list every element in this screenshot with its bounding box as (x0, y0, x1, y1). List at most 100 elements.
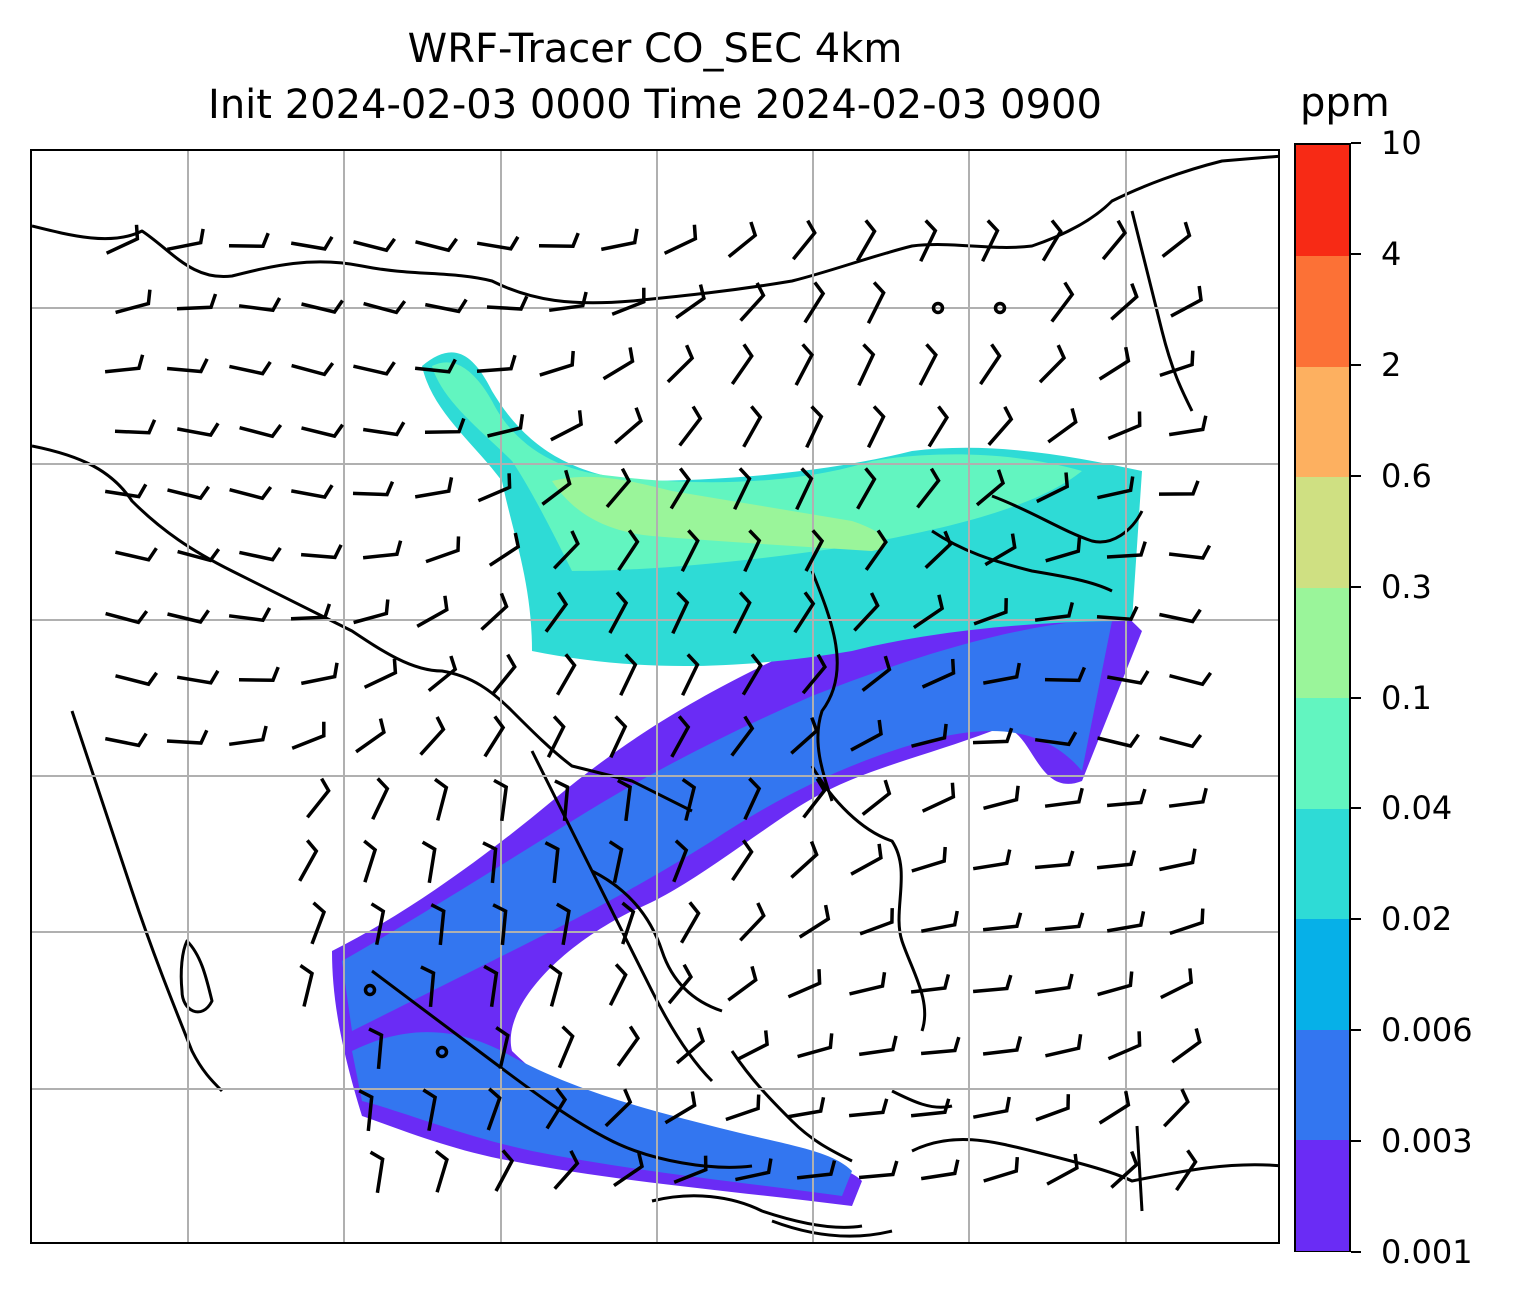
wind-barb (1162, 1088, 1190, 1128)
wind-barb (486, 295, 529, 311)
wind-barb (857, 343, 876, 387)
wind-barb (975, 469, 1006, 507)
wind-barb (858, 1035, 898, 1057)
wind-barb (730, 343, 754, 385)
wind-barb (666, 344, 695, 384)
wind-barb (114, 419, 157, 435)
wind-barb (672, 839, 689, 883)
wind-barb (290, 235, 334, 251)
wind-barb (482, 841, 498, 884)
wind-barb (299, 964, 314, 1007)
wind-barb (619, 653, 638, 697)
wind-barb (291, 362, 335, 377)
wind-barb (548, 291, 588, 313)
wind-barb (675, 1027, 706, 1065)
wind-barb (1044, 787, 1084, 808)
wind-barb (982, 912, 1023, 932)
colorbar-tick (1351, 1140, 1361, 1143)
wind-barb (104, 483, 148, 499)
colorbar-tick-label: 0.001 (1381, 1233, 1473, 1271)
wind-barb (557, 1025, 575, 1069)
wind-barb (1097, 971, 1134, 997)
wind-barb (539, 350, 575, 377)
wind-barb (434, 1149, 449, 1193)
wind-barb (1097, 476, 1135, 500)
wind-barb (673, 1155, 708, 1184)
wind-barb (414, 358, 457, 374)
wind-barb (115, 671, 159, 687)
wind-barb (371, 777, 390, 821)
wind-barb (488, 532, 521, 567)
wind-barb (362, 421, 406, 437)
wind-barb (541, 469, 572, 506)
wind-barb (973, 598, 1008, 626)
wind-barb (430, 903, 446, 946)
colorbar-tick-label: 0.02 (1381, 900, 1453, 939)
wind-barb (796, 1160, 837, 1180)
map-title: WRF-Tracer CO_SEC 4km (407, 26, 903, 72)
wind-barb (1159, 733, 1203, 749)
wind-barb (984, 533, 1017, 567)
wind-barb (1159, 608, 1202, 624)
colorbar-tick-label: 4 (1381, 234, 1402, 273)
wind-barb (866, 281, 886, 324)
wind-barb (1171, 1028, 1202, 1064)
wind-barb (791, 219, 817, 261)
colorbar-tick-label: 0.3 (1381, 567, 1432, 606)
wind-barb (166, 228, 205, 252)
colorbar-segment (1296, 918, 1349, 1030)
wind-barb (981, 219, 1000, 263)
colorbar-tick (1351, 363, 1361, 366)
wind-barb (1045, 1034, 1083, 1058)
wind-barb (544, 591, 569, 633)
wind-barb (921, 782, 956, 813)
wind-barb (1034, 601, 1074, 622)
wind-barb (613, 1152, 644, 1188)
wind-barb (538, 232, 580, 248)
wind-barb (1106, 670, 1150, 685)
wind-barb (476, 235, 520, 251)
wind-barb (1106, 541, 1147, 559)
wind-barb (545, 1087, 568, 1130)
wind-barb (1170, 285, 1203, 318)
wind-barb (982, 1036, 1023, 1056)
colorbar-segment (1296, 476, 1349, 588)
wind-barb (228, 725, 268, 747)
wind-barb (982, 662, 1022, 685)
wind-barb (358, 1089, 374, 1132)
wind-barb (1107, 1031, 1142, 1061)
wind-barb (301, 299, 344, 314)
wind-barb (608, 591, 629, 634)
colorbar-tick-label: 2 (1381, 345, 1402, 384)
wind-barb (739, 902, 766, 942)
wind-barb (1047, 407, 1078, 444)
wind-barb (115, 289, 152, 315)
wind-barb (1098, 1090, 1131, 1125)
wind-barb (1096, 850, 1137, 870)
wind-barb (1168, 544, 1212, 560)
wind-barb (176, 422, 220, 438)
wind-barb (476, 354, 517, 374)
wind-barb (415, 237, 459, 253)
wind-barb (920, 1036, 961, 1056)
wind-barb (742, 405, 763, 448)
wind-barb (483, 964, 499, 1008)
wind-barb (983, 785, 1020, 810)
wind-barb (787, 1096, 826, 1119)
coastlines (32, 154, 1278, 1238)
wind-barb (238, 297, 282, 313)
wind-barb (176, 293, 218, 311)
wind-barb (1106, 911, 1146, 933)
wind-barb (105, 224, 140, 255)
wind-barb (725, 1094, 761, 1122)
wind-barb (363, 300, 407, 315)
wind-barb (1169, 908, 1205, 936)
wind-barb (927, 405, 950, 448)
wind-barb (300, 544, 343, 560)
wind-barb (1159, 848, 1197, 872)
wind-barb (1044, 912, 1085, 932)
wind-barb (793, 591, 816, 634)
wind-barb (1044, 666, 1087, 683)
wind-barb (972, 727, 1014, 745)
map-panel (30, 149, 1280, 1244)
